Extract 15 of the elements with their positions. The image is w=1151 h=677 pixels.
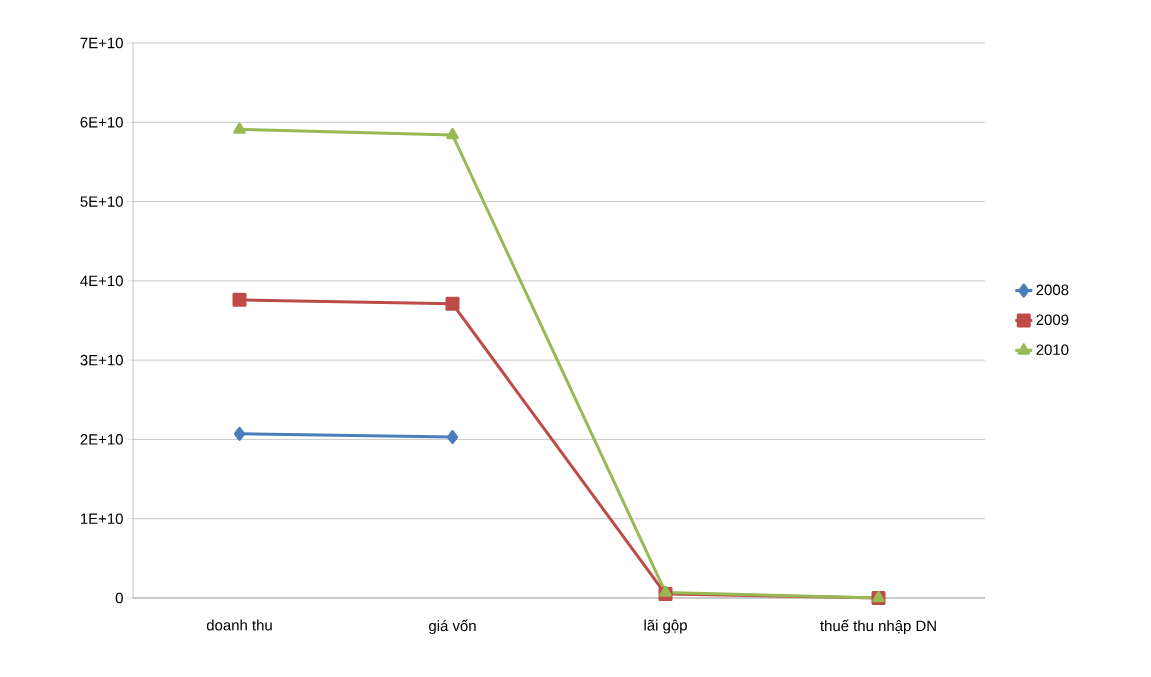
x-tick-label: giá vốn bbox=[429, 619, 476, 635]
y-tick-label: 1E+10 bbox=[81, 513, 123, 524]
y-tick-label: 7E+10 bbox=[80, 37, 123, 49]
y-tick-label: 0 bbox=[115, 592, 123, 604]
y-tick-label: 5E+10 bbox=[80, 196, 123, 207]
y-tick-label: 4E+10 bbox=[80, 275, 123, 287]
x-tick-label: doanh thu bbox=[206, 619, 272, 631]
y-tick-label: 6E+10 bbox=[80, 116, 123, 128]
y-tick-label: 2E+10 bbox=[80, 434, 123, 445]
legend-label: 2008 bbox=[1036, 284, 1069, 296]
x-tick-label: thuế thu nhập DN bbox=[820, 619, 936, 635]
y-tick-label: 3E+10 bbox=[80, 354, 123, 366]
x-tick-label: lãi gộp bbox=[644, 619, 687, 634]
legend-label: 2009 bbox=[1036, 314, 1069, 326]
legend-label: 2010 bbox=[1036, 344, 1069, 356]
